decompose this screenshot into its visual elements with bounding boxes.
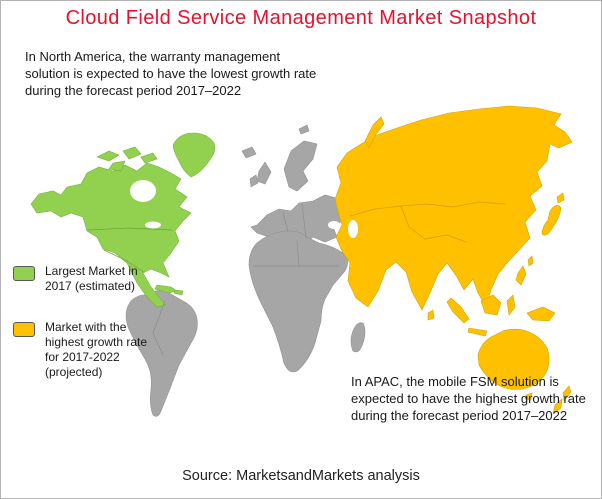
- inland-water: [130, 180, 358, 238]
- legend-label-largest-market: Largest Market in 2017 (estimated): [45, 264, 138, 293]
- legend-swatch-largest-market: [13, 266, 35, 281]
- legend-item-largest-market: Largest Market in 2017 (estimated): [13, 264, 173, 294]
- us-canada-border: [87, 227, 173, 231]
- taiwan-shape: [527, 255, 534, 267]
- north-america-annotation: In North America, the warranty managemen…: [25, 49, 317, 98]
- legend: Largest Market in 2017 (estimated) Marke…: [13, 264, 173, 406]
- hudson-bay-water: [130, 180, 156, 202]
- svalbard-shape: [298, 124, 310, 135]
- region-apac: [334, 105, 573, 415]
- new-guinea-shape: [526, 306, 556, 322]
- borneo-shape: [480, 294, 502, 316]
- europe-borders: [282, 203, 307, 239]
- sri-lanka-shape: [427, 309, 435, 321]
- black-sea-water: [328, 221, 340, 229]
- philippines-shape: [515, 265, 527, 286]
- great-britain-shape: [256, 161, 272, 185]
- africa-shape: [248, 230, 348, 373]
- australia-shape: [477, 328, 550, 390]
- russia-south-border: [349, 201, 506, 217]
- legend-label-highest-growth: Market with the highest growth rate for …: [45, 320, 148, 379]
- page-title: Cloud Field Service Management Market Sn…: [65, 7, 537, 29]
- country-borders: [87, 201, 506, 356]
- cuba-shape: [154, 284, 178, 294]
- japan-shape: [541, 204, 562, 236]
- new-zealand-north-shape: [562, 385, 572, 402]
- sumatra-shape: [446, 297, 470, 324]
- arctic-island-shape: [108, 160, 126, 172]
- south-america-borders: [152, 300, 166, 356]
- arctic-island-shape: [140, 152, 158, 164]
- great-lakes-water: [145, 221, 161, 229]
- scandinavia-shape: [283, 140, 318, 192]
- java-shape: [467, 327, 488, 337]
- novaya-zemlya-shape: [364, 116, 385, 149]
- hispaniola-shape: [173, 289, 184, 296]
- hokkaido-shape: [556, 192, 565, 204]
- legend-swatch-highest-growth: [13, 322, 35, 337]
- caspian-sea-water: [348, 220, 358, 238]
- iceland-shape: [241, 146, 257, 159]
- apac-annotation: In APAC, the mobile FSM solution is expe…: [351, 374, 586, 423]
- source-attribution: Source: MarketsandMarkets analysis: [182, 468, 420, 484]
- tasmania-shape: [524, 392, 533, 401]
- india-north-border: [424, 234, 467, 243]
- greenland-shape: [172, 132, 216, 178]
- sulawesi-shape: [506, 294, 516, 316]
- us-mexico-border: [103, 249, 145, 273]
- legend-item-highest-growth: Market with the highest growth rate for …: [13, 320, 173, 380]
- arctic-island-shape: [122, 146, 142, 160]
- arctic-island-shape: [96, 150, 120, 162]
- central-asia-border: [400, 205, 426, 240]
- madagascar-shape: [350, 322, 366, 353]
- new-zealand-south-shape: [552, 398, 563, 415]
- south-america-shape: [125, 290, 198, 417]
- asia-mainland-shape: [334, 105, 573, 311]
- africa-borders: [252, 240, 340, 267]
- ireland-shape: [249, 174, 259, 188]
